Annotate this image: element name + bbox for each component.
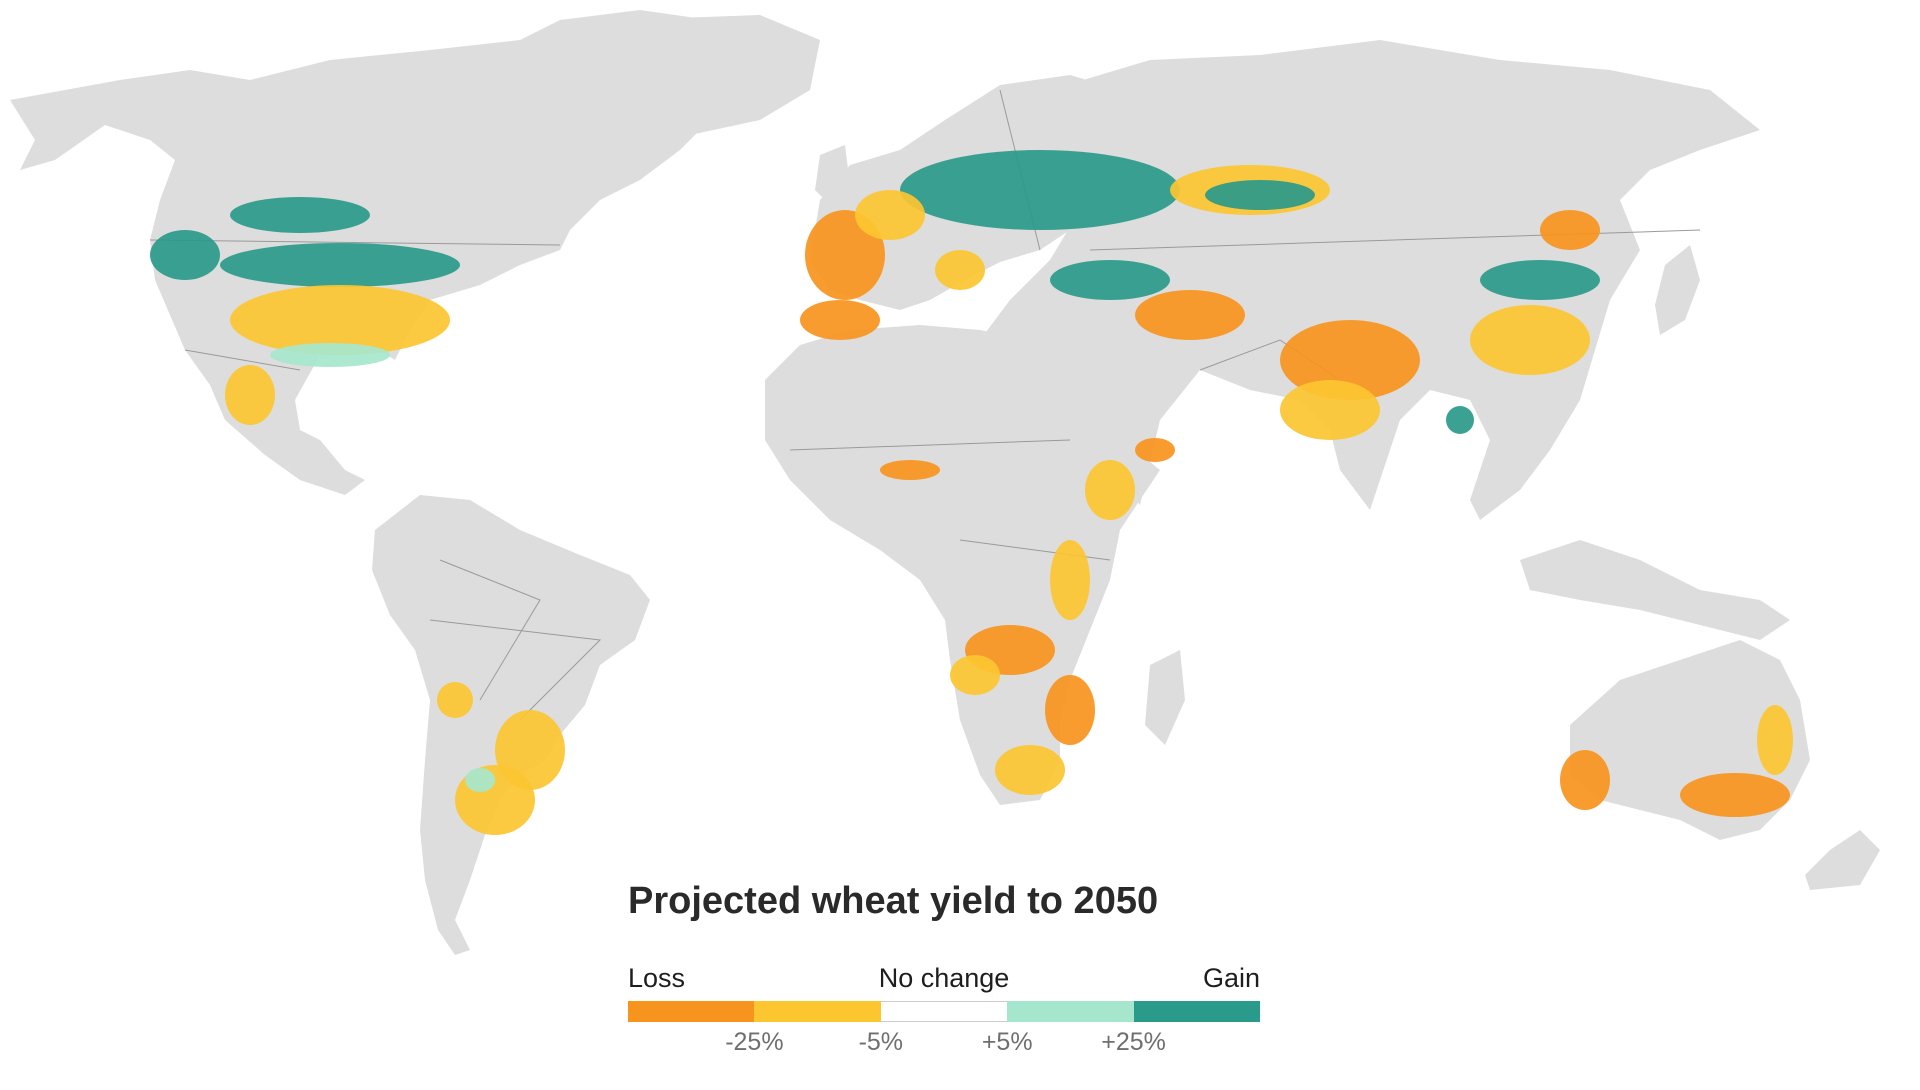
- yield-gain-turkey: [1050, 260, 1170, 300]
- legend-tick-labels: -25% -5% +5% +25%: [628, 1028, 1260, 1060]
- yield-loss-yemen: [1135, 438, 1175, 462]
- yield-loss-east-africa: [1050, 540, 1090, 620]
- map-title: Projected wheat yield to 2050: [628, 880, 1159, 922]
- yield-loss-china-northeast: [1540, 210, 1600, 250]
- yield-loss-india-north: [1280, 320, 1420, 400]
- yield-loss-southeast-australia: [1680, 773, 1790, 817]
- legend: Projected wheat yield to 2050 Loss No ch…: [628, 880, 1261, 1060]
- yield-gain-us-north: [220, 243, 460, 287]
- legend-swatch-loss: [754, 1001, 881, 1022]
- landmass-layer: [10, 10, 1880, 955]
- uk-land: [815, 145, 850, 205]
- yield-gain-china-north: [1480, 260, 1600, 300]
- madagascar-land: [1145, 650, 1185, 745]
- yield-loss-west-australia: [1560, 750, 1610, 810]
- yield-gain-kazakhstan: [1205, 180, 1315, 210]
- yield-loss-angola: [950, 655, 1000, 695]
- south-america-border: [429, 619, 602, 721]
- asia-land: [980, 40, 1760, 520]
- legend-tick-label: +25%: [1101, 1028, 1166, 1056]
- yield-loss-france: [855, 190, 925, 240]
- legend-gain-label: Gain: [1202, 963, 1260, 993]
- usa-mexico-border: [184, 349, 301, 371]
- yield-loss-ethiopia: [1085, 460, 1135, 520]
- yield-loss-east-australia: [1757, 705, 1793, 775]
- legend-swatch-large-gain: [1133, 1001, 1261, 1022]
- yield-loss-mexico: [225, 365, 275, 425]
- yield-loss-us-plains: [230, 285, 450, 355]
- yield-loss-bolivia: [437, 682, 473, 718]
- yield-loss-sahel: [880, 460, 940, 480]
- yield-loss-iran: [1135, 290, 1245, 340]
- yield-layer: [150, 150, 1793, 835]
- legend-tick-label: +5%: [981, 1028, 1033, 1056]
- legend-end-labels: Loss No change Gain: [628, 963, 1260, 993]
- legend-swatch-no-change: [880, 1001, 1008, 1022]
- usa-canada-border: [149, 239, 561, 246]
- legend-loss-label: Loss: [628, 963, 686, 993]
- legend-swatch-large-loss: [628, 1001, 755, 1022]
- yield-loss-south-africa: [995, 745, 1065, 795]
- yield-light-gain-argentina: [465, 768, 495, 792]
- legend-swatch-gain: [1007, 1001, 1134, 1022]
- yield-loss-india-central: [1280, 380, 1380, 440]
- japan-land: [1655, 245, 1700, 335]
- yield-loss-italy: [935, 250, 985, 290]
- southeast-asia-islands-land: [1520, 540, 1790, 640]
- legend-tick-label: -25%: [725, 1028, 784, 1056]
- yield-gain-canada-prairie: [230, 197, 370, 233]
- yield-light-gain-us-south: [270, 343, 390, 367]
- yield-gain-us-northwest: [150, 230, 220, 280]
- yield-loss-maghreb: [800, 300, 880, 340]
- yield-loss-china-east: [1470, 305, 1590, 375]
- legend-tick-label: -5%: [858, 1028, 904, 1056]
- yield-loss-iberia: [805, 210, 885, 300]
- africa-north-border: [789, 439, 1071, 451]
- yield-gain-ukraine-russia: [900, 150, 1180, 230]
- greenland-land: [620, 15, 820, 135]
- new-zealand-land: [1805, 830, 1880, 890]
- yield-loss-mozambique: [1045, 675, 1095, 745]
- legend-no-change-label: No change: [878, 963, 1010, 993]
- yield-gain-bangladesh: [1446, 406, 1474, 434]
- legend-color-bar: [628, 1001, 1261, 1022]
- brazil-border: [439, 559, 541, 701]
